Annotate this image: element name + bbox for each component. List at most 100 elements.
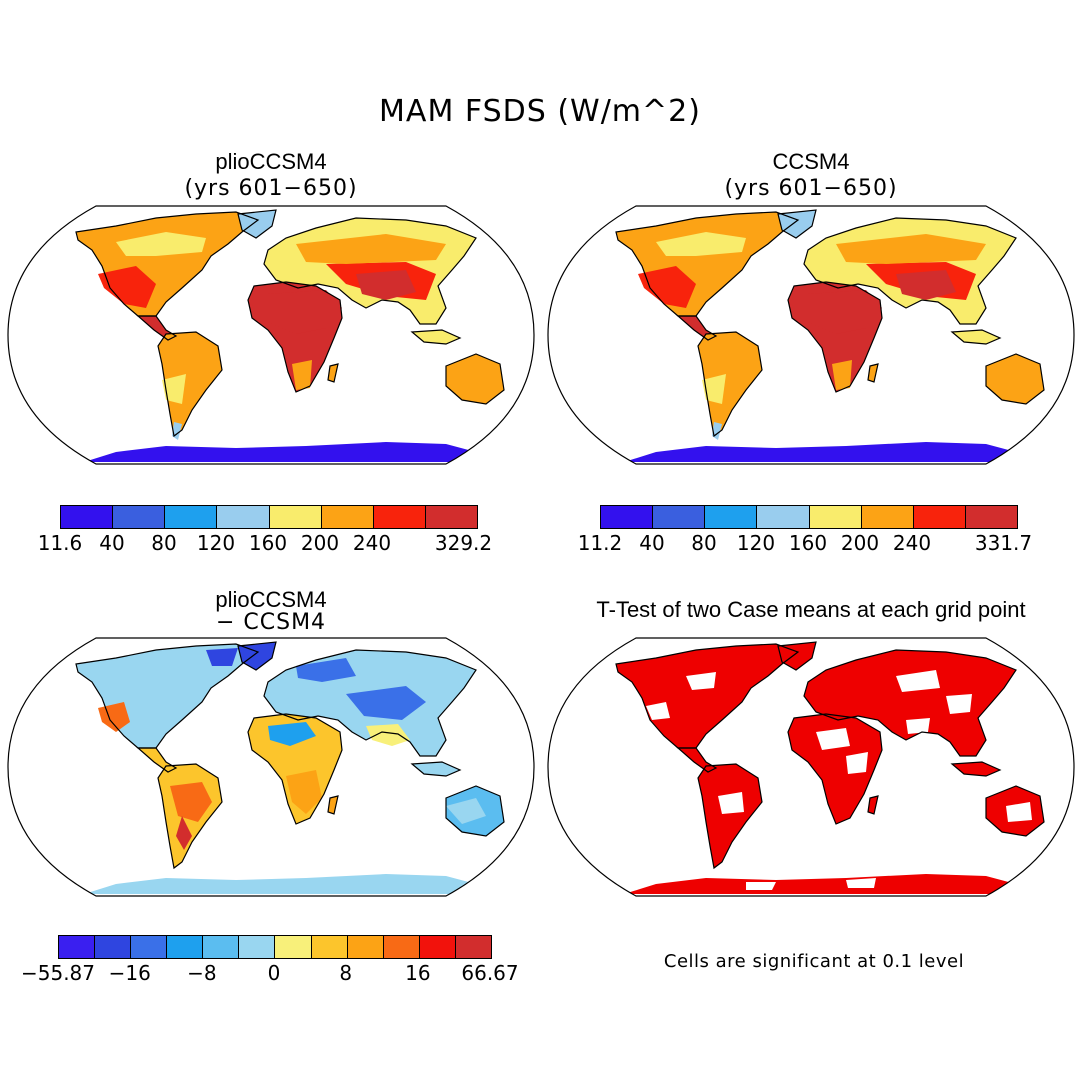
colorbar-swatch [321,506,374,528]
value-region [346,686,426,720]
colorbar-swatch [113,506,166,528]
colorbar-tick-label: 40 [99,531,125,555]
map-panel-1 [7,205,535,465]
colorbar-tick-label: 200 [300,531,340,555]
non-significant-region [906,718,930,734]
colorbar-tick-label: 331.7 [974,531,1033,555]
colorbar-tick-label: 8 [339,961,353,985]
northAmerica-landmass [616,644,798,748]
europeAsia-coastline [803,217,1017,325]
non-significant-region [946,694,972,714]
colorbar-swatch [167,936,204,958]
europeAsia-coastline [803,649,1017,757]
centralAmerica-coastline [136,747,178,773]
non-significant-region [816,728,850,750]
australia-landmass [446,354,504,404]
australia-coastline [985,785,1045,837]
colorbar-swatch [913,506,966,528]
colorbar-1 [60,505,478,529]
antarctica-landmass [84,442,476,462]
panel-4-title: T-Test of two Case means at each grid po… [596,597,1026,622]
madagascar-landmass [868,796,878,814]
colorbar-tick-label: 80 [151,531,177,555]
colorbar-swatch [373,506,426,528]
australia-coastline [985,353,1045,405]
colorbar-tick-label: 16 [405,961,431,985]
colorbar-3-ticks: −55.87 −16 −8 0 8 16 66.67 [21,961,519,987]
centralAmerica-coastline [676,315,718,341]
greenland-landmass [238,642,276,670]
colorbar-tick-label: 160 [248,531,288,555]
colorbar-3 [58,935,492,959]
map-frame [7,205,535,465]
indonesia-landmass [412,762,460,776]
southAmerica-landmass [698,764,762,868]
madagascar-landmass [328,364,338,382]
colorbar-tick-label: 80 [691,531,717,555]
value-region [366,724,410,746]
value-region [116,232,206,256]
southAmerica-landmass [698,332,762,436]
panel-1-subtitle: (yrs 601−650) [184,176,358,201]
value-region [832,360,852,390]
antarctica-landmass [624,874,1016,894]
africa-coastline [787,281,883,393]
indonesia-coastline [410,761,462,777]
colorbar-swatch [239,936,276,958]
colorbar-tick-label: 40 [639,531,665,555]
colorbar-tick-label: −16 [108,961,151,985]
non-significant-region [718,792,744,814]
colorbar-swatch [383,936,420,958]
non-significant-region [1006,802,1032,822]
colorbar-tick-label: −8 [187,961,217,985]
value-region [292,360,312,390]
indonesia-landmass [412,330,460,344]
non-significant-region [646,702,670,720]
africa-coastline [787,713,883,825]
australia-landmass [986,354,1044,404]
centralAmerica-coastline [136,315,178,341]
madagascar-coastline [327,363,339,383]
greenland-coastline [237,209,277,239]
southAmerica-landmass [158,332,222,436]
colorbar-tick-label: 160 [788,531,828,555]
colorbar-swatch [419,936,456,958]
colorbar-swatch [601,506,654,528]
madagascar-coastline [867,795,879,815]
colorbar-tick-label: 120 [196,531,236,555]
madagascar-landmass [868,364,878,382]
value-region [268,290,342,334]
value-region [170,782,212,822]
europeAsia-landmass [804,650,1016,756]
greenland-coastline [237,641,277,671]
value-region [176,816,192,850]
colorbar-tick-label: 120 [736,531,776,555]
africa-coastline [247,713,343,825]
non-significant-region [686,672,716,690]
colorbar-tick-label: 240 [352,531,392,555]
madagascar-coastline [867,363,879,383]
colorbar-swatch [269,506,322,528]
panel-2-title: CCSM4 [772,149,850,174]
value-region [268,722,316,746]
panel-1-title: plioCCSM4 [215,149,327,174]
europeAsia-coastline [263,217,477,325]
value-region [836,234,986,264]
colorbar-swatch [425,506,477,528]
colorbar-2 [600,505,1018,529]
indonesia-coastline [410,329,462,345]
greenland-landmass [238,210,276,238]
colorbar-swatch [861,506,914,528]
australia-coastline [445,353,505,405]
map-frame [7,637,535,897]
colorbar-1-ticks: 11.6 40 80 120 160 200 240 329.2 [38,531,492,557]
map-frame [547,637,1075,897]
colorbar-swatch [705,506,758,528]
panel-2-subtitle: (yrs 601−650) [724,176,898,201]
value-region [286,770,322,814]
africa-coastline [247,281,343,393]
figure-title: MAM FSDS (W/m^2) [379,94,701,129]
madagascar-coastline [327,795,339,815]
colorbar-tick-label: 200 [840,531,880,555]
colorbar-swatch [347,936,384,958]
